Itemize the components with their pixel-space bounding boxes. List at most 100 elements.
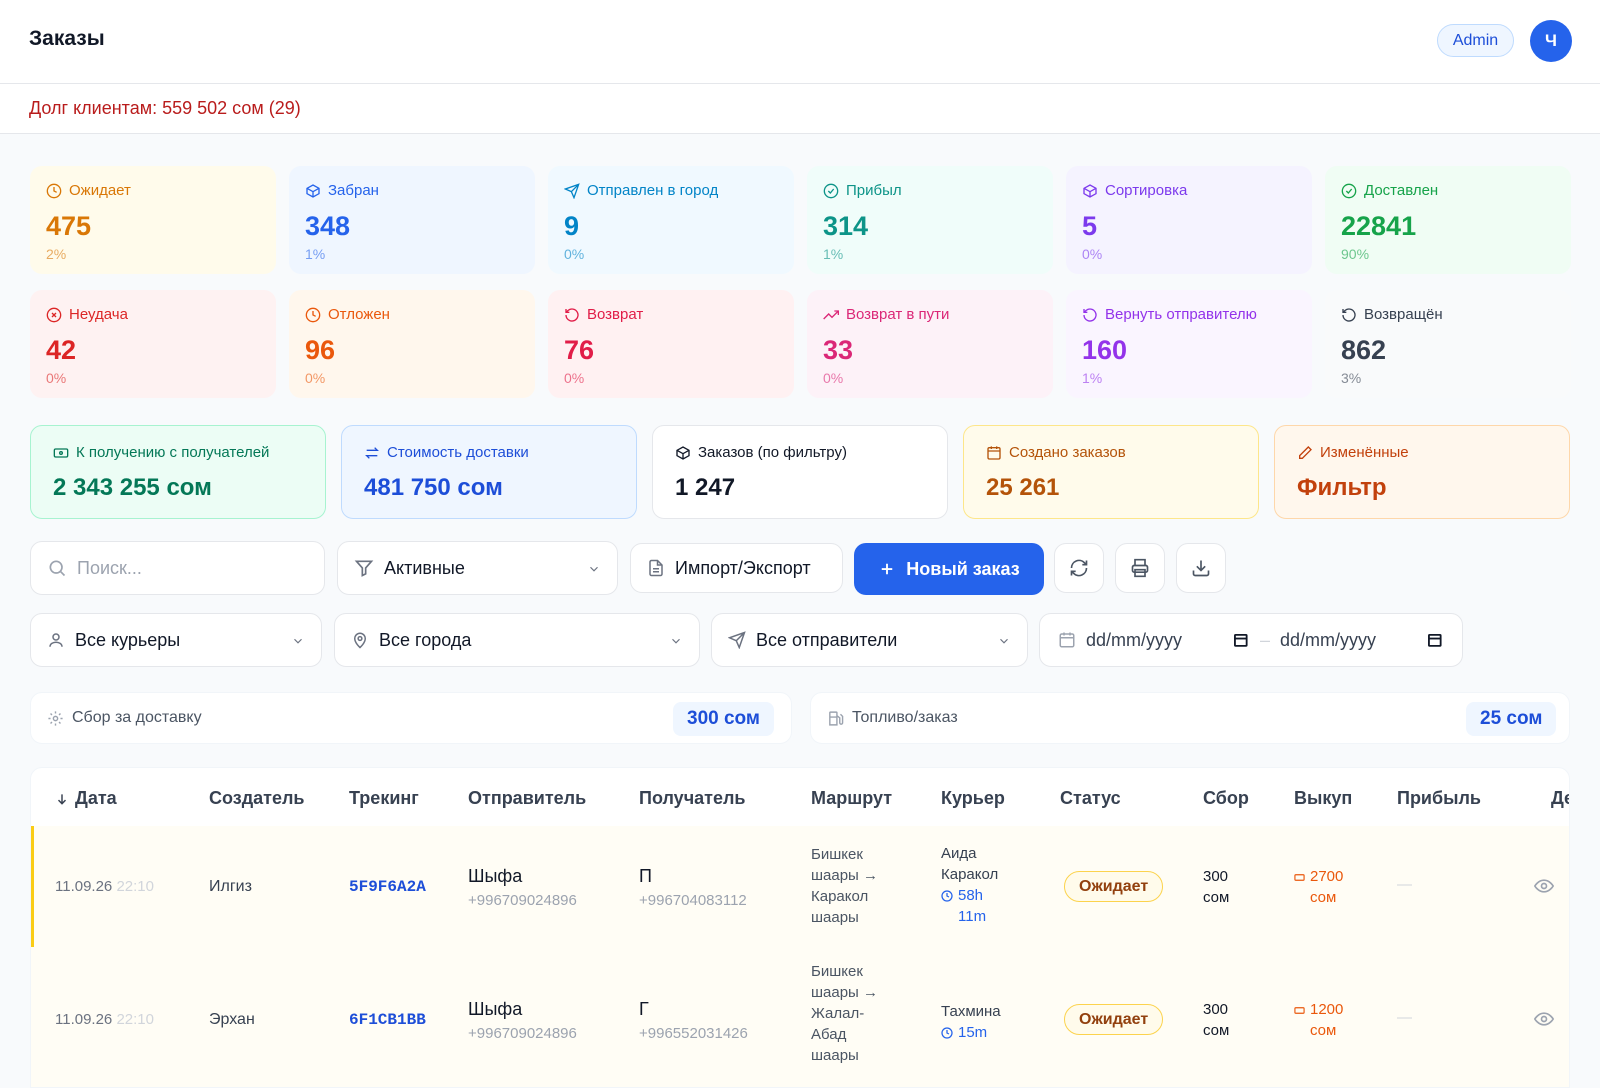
stat-card-postponed[interactable]: Отложен 96 0% bbox=[289, 290, 535, 398]
search-input[interactable]: Поиск... bbox=[30, 541, 325, 595]
stat-value: 96 bbox=[305, 335, 336, 365]
stat-label: Вернуть отправителю bbox=[1105, 306, 1257, 323]
column-creator[interactable]: Создатель bbox=[209, 788, 305, 808]
debt-summary[interactable]: Долг клиентам: 559 502 сом (29) bbox=[29, 98, 301, 118]
stat-card-sent-to-city[interactable]: Отправлен в город 9 0% bbox=[548, 166, 794, 274]
row-courier: Тахмина 15m bbox=[941, 1003, 1001, 1041]
column-status[interactable]: Статус bbox=[1060, 788, 1121, 808]
row-tracking[interactable]: 6F1CB1BB bbox=[349, 1011, 426, 1029]
date-to-input[interactable]: dd/mm/yyyy bbox=[1280, 629, 1377, 650]
stat-card-returned[interactable]: Возвращён 862 3% bbox=[1325, 290, 1571, 398]
summary-card-created[interactable]: Создано заказов 25 261 bbox=[963, 425, 1259, 519]
rotate-ccw-icon bbox=[1083, 307, 1097, 322]
chevron-down-icon bbox=[1000, 638, 1008, 644]
stat-card-return-to-sender[interactable]: Вернуть отправителю 160 1% bbox=[1066, 290, 1312, 398]
column-date[interactable]: Дата bbox=[55, 788, 117, 809]
sender-select[interactable]: Все отправители bbox=[711, 613, 1028, 667]
stat-card-failed[interactable]: Неудача 42 0% bbox=[30, 290, 276, 398]
eye-icon[interactable] bbox=[1534, 876, 1554, 896]
row-creator: Илгиз bbox=[209, 878, 252, 895]
table-row[interactable]: 11.09.26 22:10 Илгиз 5F9F6A2A Шыфа +99670… bbox=[31, 826, 1569, 947]
role-badge[interactable]: Admin bbox=[1437, 24, 1514, 57]
delivery-fee-value[interactable]: 300 сом bbox=[673, 702, 774, 736]
stat-card-sorting[interactable]: Сортировка 5 0% bbox=[1066, 166, 1312, 274]
user-icon bbox=[49, 633, 63, 647]
row-buyout: 1200 сом bbox=[1294, 999, 1343, 1041]
stat-label: Сортировка bbox=[1105, 182, 1188, 199]
row-route: Бишкек шаары → Жалал- Абад шаары bbox=[811, 963, 879, 1064]
row-creator: Эрхан bbox=[209, 1011, 255, 1028]
summary-card-to-collect[interactable]: К получению с получателей 2 343 255 сом bbox=[30, 425, 326, 519]
stat-card-return-in-transit[interactable]: Возврат в пути 33 0% bbox=[807, 290, 1053, 398]
pencil-icon bbox=[1299, 445, 1312, 459]
clock-icon bbox=[941, 1027, 953, 1039]
stat-card-delivered[interactable]: Доставлен 22841 90% bbox=[1325, 166, 1571, 274]
stat-value: 9 bbox=[564, 211, 580, 241]
stat-percent: 0% bbox=[823, 370, 844, 386]
stat-label: Забран bbox=[328, 182, 379, 199]
row-fee: 300 сом bbox=[1203, 1001, 1230, 1039]
summary-value: 481 750 сом bbox=[364, 474, 503, 501]
x-circle-icon bbox=[46, 307, 62, 322]
new-order-label: Новый заказ bbox=[906, 558, 1020, 579]
stat-label: Прибыл bbox=[846, 182, 902, 199]
orders-table: Дата Создатель Трекинг Отправитель Получ… bbox=[30, 767, 1570, 1088]
status-badge[interactable]: Ожидает bbox=[1064, 871, 1164, 902]
stat-card-arrived[interactable]: Прибыл 314 1% bbox=[807, 166, 1053, 274]
avatar[interactable]: Ч bbox=[1530, 20, 1572, 62]
stat-value: 314 bbox=[823, 211, 869, 241]
summary-value: 25 261 bbox=[986, 474, 1060, 501]
download-button[interactable] bbox=[1176, 543, 1226, 593]
fuel-setting[interactable]: Топливо/заказ 25 сом bbox=[810, 692, 1570, 744]
table-row[interactable]: 11.09.26 22:10 Эрхан 6F1CB1BB Шыфа +99670… bbox=[31, 947, 1569, 1087]
column-buyout[interactable]: Выкуп bbox=[1294, 788, 1353, 808]
calendar-picker-icon[interactable] bbox=[1232, 631, 1250, 649]
column-recipient[interactable]: Получатель bbox=[639, 788, 746, 808]
column-fee[interactable]: Сбор bbox=[1203, 788, 1249, 808]
stat-card-return[interactable]: Возврат 76 0% bbox=[548, 290, 794, 398]
stat-card-pending[interactable]: Ожидает 475 2% bbox=[30, 166, 276, 274]
banknote-icon bbox=[1294, 1007, 1305, 1014]
column-tracking[interactable]: Трекинг bbox=[349, 788, 419, 808]
refresh-button[interactable] bbox=[1054, 543, 1104, 593]
refresh-icon bbox=[1070, 559, 1088, 577]
summary-card-modified[interactable]: Изменённые Фильтр bbox=[1274, 425, 1570, 519]
fuel-value[interactable]: 25 сом bbox=[1466, 702, 1557, 736]
row-profit: — bbox=[1397, 1009, 1412, 1026]
delivery-fee-setting[interactable]: Сбор за доставку 300 сом bbox=[30, 692, 792, 744]
date-range: dd/mm/yyyy – dd/mm/yyyy bbox=[1039, 613, 1463, 667]
stat-value: 42 bbox=[46, 335, 77, 365]
summary-card-delivery-cost[interactable]: Стоимость доставки 481 750 сом bbox=[341, 425, 637, 519]
column-sender[interactable]: Отправитель bbox=[468, 788, 587, 808]
stat-card-picked[interactable]: Забран 348 1% bbox=[289, 166, 535, 274]
summary-label: Создано заказов bbox=[1009, 444, 1126, 461]
status-filter-value: Активные bbox=[384, 557, 465, 578]
city-select[interactable]: Все города bbox=[334, 613, 700, 667]
clock-icon bbox=[941, 890, 953, 902]
stat-label: Ожидает bbox=[69, 182, 131, 199]
page-title: Заказы bbox=[29, 27, 105, 50]
new-order-button[interactable]: Новый заказ bbox=[854, 543, 1044, 595]
stat-percent: 0% bbox=[564, 246, 585, 262]
courier-select[interactable]: Все курьеры bbox=[30, 613, 322, 667]
status-filter-select[interactable]: Активные bbox=[337, 541, 618, 595]
row-recipient: Г +996552031426 bbox=[639, 999, 748, 1042]
stat-percent: 0% bbox=[305, 370, 326, 386]
search-icon bbox=[49, 560, 66, 577]
summary-label: Стоимость доставки bbox=[387, 444, 529, 461]
gear-icon bbox=[48, 710, 63, 726]
column-route[interactable]: Маршрут bbox=[811, 788, 893, 808]
column-courier[interactable]: Курьер bbox=[941, 788, 1005, 808]
summary-card-orders-filtered[interactable]: Заказов (по фильтру) 1 247 bbox=[652, 425, 948, 519]
column-profit[interactable]: Прибыль bbox=[1397, 788, 1481, 808]
import-export-button[interactable]: Импорт/Экспорт bbox=[630, 543, 843, 593]
calendar-picker-icon[interactable] bbox=[1426, 631, 1444, 649]
clock-icon bbox=[305, 307, 321, 322]
date-from-input[interactable]: dd/mm/yyyy bbox=[1086, 629, 1183, 650]
row-tracking[interactable]: 5F9F6A2A bbox=[349, 878, 426, 896]
status-badge[interactable]: Ожидает bbox=[1064, 1004, 1164, 1035]
eye-icon[interactable] bbox=[1534, 1009, 1554, 1029]
stat-value: 862 bbox=[1341, 335, 1387, 365]
print-button[interactable] bbox=[1115, 543, 1165, 593]
column-actions[interactable]: Де bbox=[1551, 788, 1569, 808]
